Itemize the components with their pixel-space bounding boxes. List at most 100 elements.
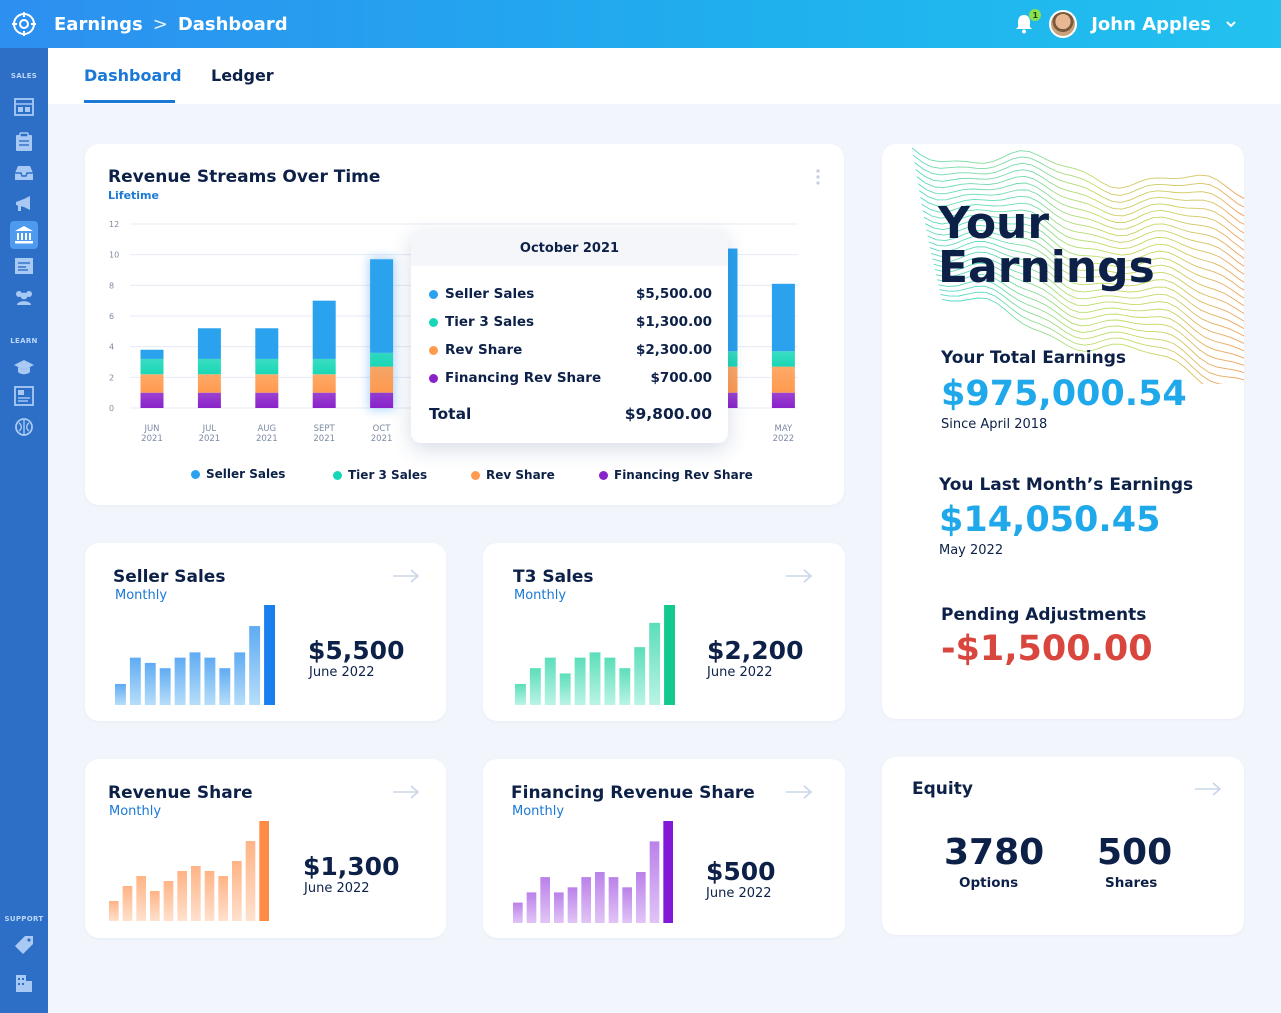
- wave-line: [918, 189, 1244, 251]
- x-tick-year: 2021: [199, 434, 221, 444]
- bar-group[interactable]: [771, 283, 795, 408]
- arrow-right-icon[interactable]: [785, 569, 813, 583]
- bell-icon: [1016, 15, 1033, 34]
- bar-segment: [312, 374, 336, 393]
- mini-bar: [219, 668, 231, 705]
- mini-bar: [159, 668, 171, 705]
- bank-icon[interactable]: [10, 221, 38, 249]
- mini-bar: [619, 668, 631, 705]
- x-tick-year: 2021: [313, 434, 335, 444]
- inbox-icon[interactable]: [13, 162, 35, 184]
- arrow-right-icon[interactable]: [392, 785, 420, 799]
- mini-bar: [136, 876, 146, 921]
- wave-line: [933, 257, 1244, 344]
- x-tick-year: 2021: [141, 434, 163, 444]
- arrow-right-icon[interactable]: [785, 785, 813, 799]
- breadcrumb-separator: >: [152, 13, 168, 35]
- x-tick-label: MAY: [775, 424, 793, 434]
- bar-segment: [140, 374, 164, 393]
- tooltip-dot: [429, 289, 438, 299]
- wave-line: [921, 202, 1244, 267]
- bar-segment: [197, 328, 221, 359]
- notifications-button[interactable]: 1: [1013, 9, 1042, 35]
- mini-bar: [115, 683, 126, 705]
- legend-seller-sales: Seller Sales: [191, 467, 285, 481]
- bar-segment: [771, 351, 795, 367]
- bar-group[interactable]: [368, 257, 396, 410]
- y-tick-label: 12: [109, 220, 119, 229]
- card-amount: $5,500: [308, 636, 405, 665]
- card-title: Financing Revenue Share: [511, 783, 755, 803]
- arrow-right-icon[interactable]: [392, 569, 420, 583]
- card-date: June 2022: [707, 665, 773, 680]
- bar-group[interactable]: [312, 300, 336, 408]
- bar-segment: [140, 392, 164, 408]
- legend-label: Rev Share: [486, 468, 555, 482]
- bar-group[interactable]: [255, 328, 279, 408]
- more-options-icon[interactable]: [812, 168, 824, 186]
- mini-bar: [664, 605, 675, 705]
- seller-sales-mini-chart: [115, 605, 275, 705]
- arrow-right-icon[interactable]: [1194, 782, 1222, 796]
- equity-card[interactable]: Equity 3780 Options 500 Shares: [882, 757, 1244, 935]
- revenue-share-mini-chart: [109, 821, 269, 921]
- financing-revenue-share-card[interactable]: Financing Revenue Share Monthly $500 Jun…: [483, 759, 845, 938]
- chevron-down-icon[interactable]: [1225, 18, 1237, 30]
- mini-bar: [574, 657, 586, 705]
- seller-sales-card[interactable]: Seller Sales Monthly $5,500 June 2022: [85, 543, 446, 721]
- users-icon[interactable]: [13, 286, 35, 308]
- bar-group[interactable]: [197, 328, 221, 408]
- card-date: June 2022: [304, 881, 370, 896]
- bar-segment: [255, 328, 279, 359]
- card-subtitle: Monthly: [514, 588, 567, 603]
- dashboard-icon[interactable]: [13, 96, 35, 118]
- media-icon[interactable]: [13, 385, 35, 407]
- x-tick-label: AUG: [257, 424, 276, 434]
- wave-line: [934, 262, 1244, 352]
- report-icon[interactable]: [13, 255, 35, 277]
- mini-bar: [259, 821, 269, 921]
- wave-line: [931, 246, 1244, 330]
- mini-bar: [234, 652, 246, 705]
- x-tick-label: OCT: [373, 424, 392, 434]
- brain-icon[interactable]: [13, 416, 35, 438]
- tab-dashboard[interactable]: Dashboard: [84, 66, 182, 85]
- decorative-wave-lines: [911, 147, 1244, 384]
- building-icon[interactable]: [13, 972, 35, 994]
- pending-adjustments-label: Pending Adjustments: [941, 605, 1147, 625]
- total-earnings-label: Your Total Earnings: [941, 348, 1126, 368]
- wave-line: [914, 162, 1244, 217]
- y-tick-label: 10: [109, 251, 119, 260]
- y-tick-label: 2: [109, 373, 114, 382]
- bar-group[interactable]: [140, 349, 164, 408]
- tooltip-title: October 2021: [411, 230, 728, 266]
- mini-bar: [663, 821, 673, 923]
- tooltip-total-value: $9,800.00: [624, 405, 712, 423]
- megaphone-icon[interactable]: [13, 193, 35, 215]
- avatar[interactable]: [1049, 10, 1078, 38]
- legend-dot: [599, 470, 608, 480]
- graduation-cap-icon[interactable]: [13, 356, 35, 378]
- breadcrumb-root[interactable]: Earnings: [54, 13, 143, 35]
- wave-line: [923, 214, 1244, 283]
- revenue-share-card[interactable]: Revenue Share Monthly $1,300 June 2022: [85, 759, 446, 938]
- user-name[interactable]: John Apples: [1091, 13, 1211, 35]
- card-amount: $500: [706, 857, 776, 886]
- x-tick-label: JUL: [202, 424, 217, 434]
- wave-line: [926, 224, 1244, 299]
- app-logo-icon[interactable]: [0, 0, 48, 48]
- tooltip-label: Tier 3 Sales: [445, 314, 535, 330]
- bar-segment: [140, 358, 164, 375]
- clipboard-icon[interactable]: [13, 131, 35, 153]
- bar-segment: [370, 392, 394, 408]
- t3-sales-card[interactable]: T3 Sales Monthly $2,200 June 2022: [483, 543, 845, 721]
- tag-icon[interactable]: [13, 934, 35, 956]
- tab-ledger[interactable]: Ledger: [211, 66, 274, 85]
- mini-bar: [581, 877, 591, 923]
- wave-line: [938, 279, 1244, 374]
- last-month-value: $14,050.45: [939, 500, 1161, 540]
- sidebar-section-learn: LEARN: [10, 337, 38, 345]
- last-month-label: You Last Month’s Earnings: [939, 475, 1194, 495]
- card-title: Revenue Share: [108, 783, 253, 803]
- bar-segment: [312, 300, 336, 359]
